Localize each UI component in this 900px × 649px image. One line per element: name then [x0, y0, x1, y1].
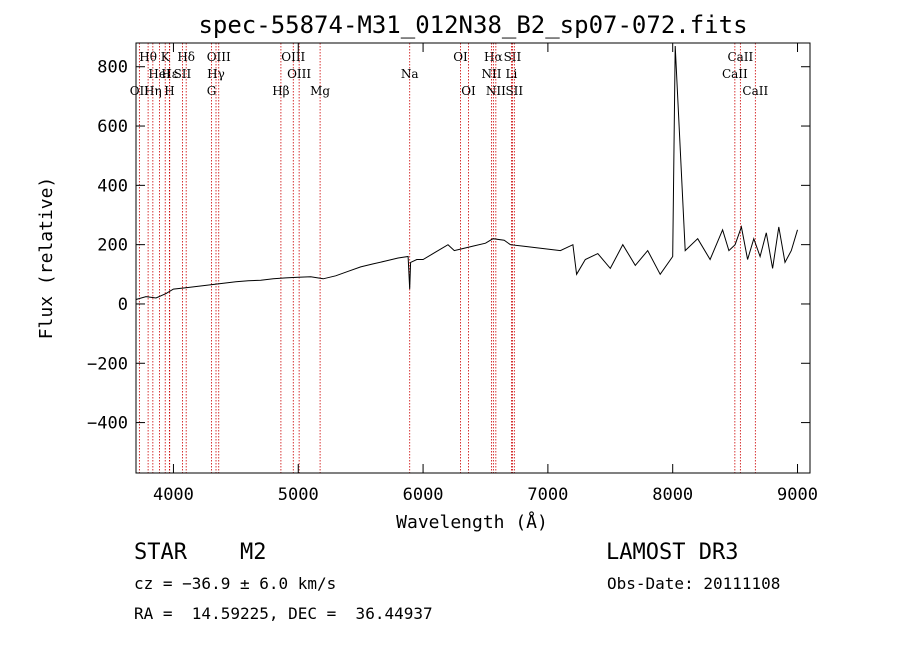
x-axis-label: Wavelength (Å): [396, 511, 548, 533]
marker-label: HeI: [148, 67, 171, 81]
marker-label: SII: [504, 50, 522, 64]
marker-label: CaII: [742, 84, 768, 98]
obs-date: Obs-Date: 20111108: [607, 574, 781, 593]
marker-label: OI: [453, 50, 468, 64]
marker-label: Li: [506, 67, 518, 81]
marker-label: Hβ: [272, 84, 289, 98]
object-subclass: M2: [240, 540, 267, 565]
x-tick-label: 8000: [652, 485, 693, 505]
marker-label: Hη: [144, 84, 162, 98]
y-tick-label: 0: [118, 295, 128, 315]
marker-label: SII: [505, 84, 523, 98]
x-tick-label: 9000: [777, 485, 818, 505]
x-tick-label: 7000: [527, 485, 568, 505]
marker-label: SII: [174, 67, 192, 81]
survey-name: LAMOST DR3: [606, 540, 739, 565]
marker-label: Hθ: [139, 50, 157, 64]
x-tick-label: 5000: [278, 485, 319, 505]
object-class: STAR: [134, 540, 187, 565]
y-tick-label: 800: [97, 58, 128, 78]
y-axis-label: Flux (relative): [36, 177, 57, 340]
y-tick-label: −200: [87, 354, 128, 374]
marker-label: Mg: [310, 84, 330, 98]
marker-label: Hα: [484, 50, 503, 64]
y-tick-label: 400: [97, 176, 128, 196]
flux-series-line: [135, 45, 798, 300]
coordinates: RA = 14.59225, DEC = 36.44937: [134, 604, 433, 623]
marker-label: OI: [461, 84, 476, 98]
marker-label: K: [161, 50, 171, 64]
marker-label: Hγ: [207, 67, 225, 81]
y-tick-label: 200: [97, 236, 128, 256]
plot-frame: [135, 42, 811, 474]
marker-label: Hδ: [177, 50, 195, 64]
marker-label: G: [207, 84, 217, 98]
redshift-cz: cz = −36.9 ± 6.0 km/s: [134, 574, 337, 593]
marker-label: CaII: [727, 50, 753, 64]
y-tick-label: −400: [87, 414, 128, 434]
marker-label: Na: [401, 67, 419, 81]
marker-label: NII: [481, 67, 501, 81]
x-tick-label: 4000: [153, 485, 194, 505]
marker-label: CaII: [722, 67, 748, 81]
y-tick-label: 600: [97, 117, 128, 137]
marker-label: OIII: [287, 67, 311, 81]
marker-label: OII: [130, 84, 150, 98]
marker-label: OIII: [207, 50, 231, 64]
marker-label: NII: [486, 84, 506, 98]
marker-label: OIII: [281, 50, 305, 64]
x-tick-label: 6000: [403, 485, 444, 505]
marker-label: H: [164, 84, 174, 98]
chart-title: spec-55874-M31_012N38_B2_sp07-072.fits: [198, 11, 747, 39]
